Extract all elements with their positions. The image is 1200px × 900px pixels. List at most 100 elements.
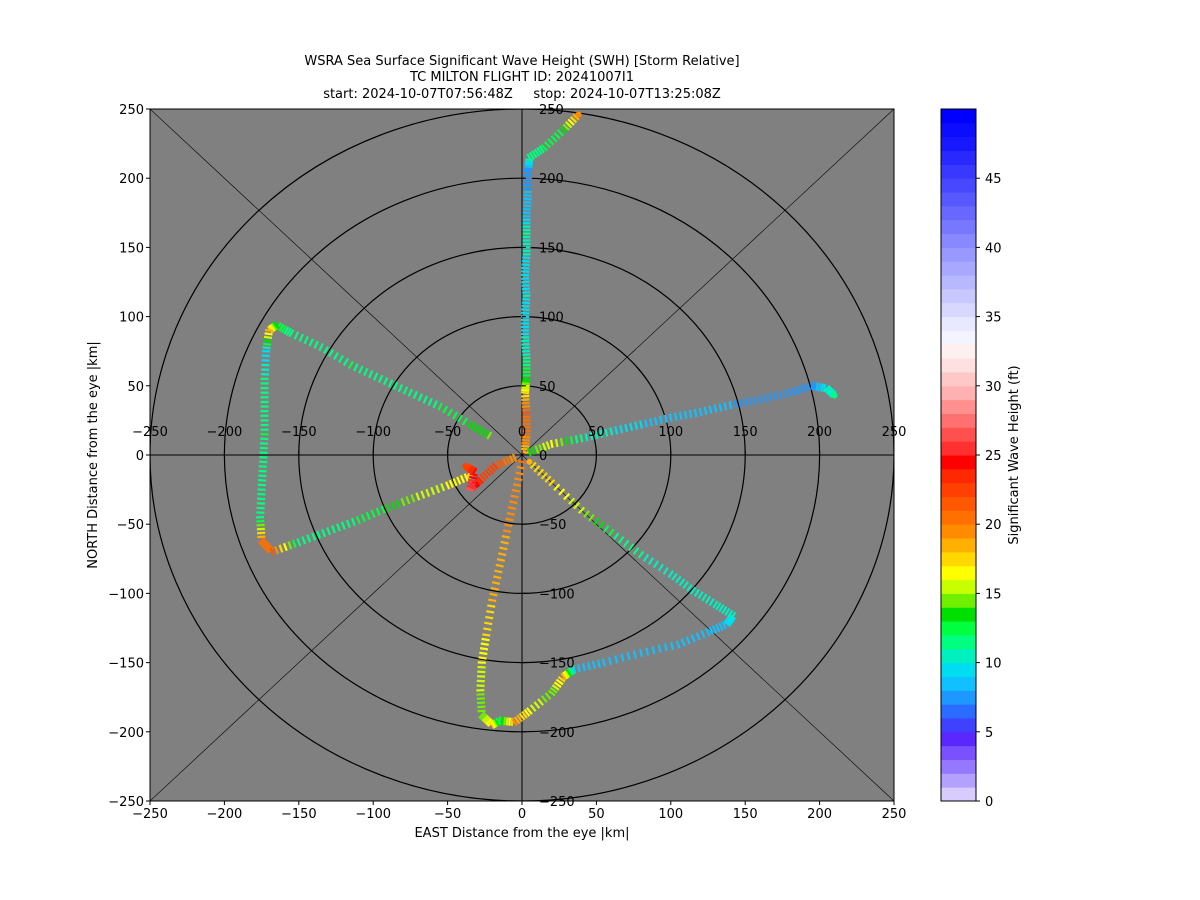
data-point — [496, 558, 506, 562]
data-point — [505, 456, 511, 465]
data-point — [614, 655, 619, 664]
colorbar-swatch — [941, 455, 976, 470]
data-point — [355, 515, 361, 525]
data-point — [530, 446, 536, 455]
data-point — [730, 611, 737, 620]
data-point — [504, 523, 513, 528]
data-point — [572, 113, 580, 121]
colorbar-swatch — [941, 690, 976, 705]
data-point — [567, 118, 575, 126]
data-point — [520, 391, 530, 395]
data-point — [728, 401, 733, 410]
data-point — [412, 390, 419, 400]
colorbar-tick-label: 25 — [985, 449, 1002, 464]
data-point — [522, 356, 531, 360]
data-point — [301, 536, 307, 545]
data-point — [444, 481, 451, 490]
data-point — [521, 339, 530, 343]
data-point — [703, 406, 708, 416]
data-point — [823, 384, 831, 393]
data-point — [568, 497, 576, 505]
x-tick-label: 0 — [518, 807, 526, 822]
data-point — [721, 621, 727, 630]
colorbar-swatch — [941, 759, 976, 774]
data-point — [724, 619, 733, 626]
data-point — [285, 327, 292, 336]
data-point — [648, 418, 653, 427]
center-y-tick-label: −100 — [539, 587, 575, 602]
data-point — [545, 441, 551, 450]
data-point — [715, 623, 721, 633]
data-point — [522, 290, 531, 294]
data-point — [502, 457, 508, 467]
colorbar-swatch — [941, 607, 976, 622]
data-point — [577, 664, 582, 673]
data-point — [588, 513, 595, 522]
data-point — [476, 476, 484, 484]
data-point — [777, 390, 782, 400]
data-point — [502, 529, 512, 534]
data-point — [536, 147, 543, 155]
data-point — [328, 349, 335, 358]
data-point — [562, 671, 569, 680]
data-point — [452, 411, 459, 420]
data-point — [795, 386, 800, 395]
data-point — [308, 338, 314, 347]
y-tick-label: 250 — [119, 103, 144, 118]
data-point — [534, 445, 540, 454]
data-point — [471, 467, 478, 476]
data-point — [503, 717, 507, 726]
data-point — [657, 563, 664, 572]
data-point — [522, 207, 531, 211]
colorbar-swatch — [941, 109, 976, 124]
data-point — [522, 353, 531, 357]
data-point — [619, 425, 624, 434]
data-point — [494, 569, 503, 574]
data-point — [264, 544, 273, 552]
data-point — [563, 492, 571, 501]
data-point — [572, 665, 577, 674]
data-point — [479, 473, 487, 482]
data-point — [609, 427, 614, 436]
data-point — [682, 581, 689, 589]
data-point — [522, 211, 531, 215]
colorbar-swatch — [941, 247, 976, 262]
data-point — [521, 277, 530, 280]
data-point — [718, 403, 723, 412]
data-point — [483, 429, 489, 438]
data-point — [596, 659, 601, 668]
data-point — [524, 162, 533, 166]
data-point — [817, 383, 822, 392]
data-point — [425, 488, 431, 497]
data-point — [820, 383, 824, 392]
chart-title-line-1: WSRA Sea Surface Significant Wave Height… — [304, 54, 740, 69]
data-point — [483, 627, 492, 631]
data-point — [306, 534, 312, 543]
data-point — [523, 194, 532, 197]
data-point — [270, 322, 278, 331]
data-point — [689, 586, 697, 595]
data-point — [627, 543, 635, 552]
data-point — [522, 408, 531, 412]
data-point — [259, 539, 268, 547]
data-point — [523, 709, 531, 717]
data-point — [269, 323, 277, 332]
data-point — [488, 598, 497, 603]
data-point — [513, 716, 521, 725]
data-point — [614, 426, 619, 435]
data-point — [345, 519, 351, 528]
data-point — [521, 311, 530, 315]
data-point — [524, 167, 533, 171]
data-point — [400, 497, 406, 507]
data-point — [824, 386, 832, 394]
data-point — [544, 692, 552, 700]
colorbar-tick-label: 15 — [985, 587, 1002, 602]
data-point — [511, 488, 520, 493]
data-point — [537, 468, 545, 476]
colorbar-swatch — [941, 344, 976, 359]
data-point — [499, 546, 508, 551]
colorbar-swatch — [941, 413, 976, 428]
colorbar-swatch — [941, 787, 976, 802]
colorbar-swatch — [941, 773, 976, 788]
data-point — [257, 531, 266, 535]
